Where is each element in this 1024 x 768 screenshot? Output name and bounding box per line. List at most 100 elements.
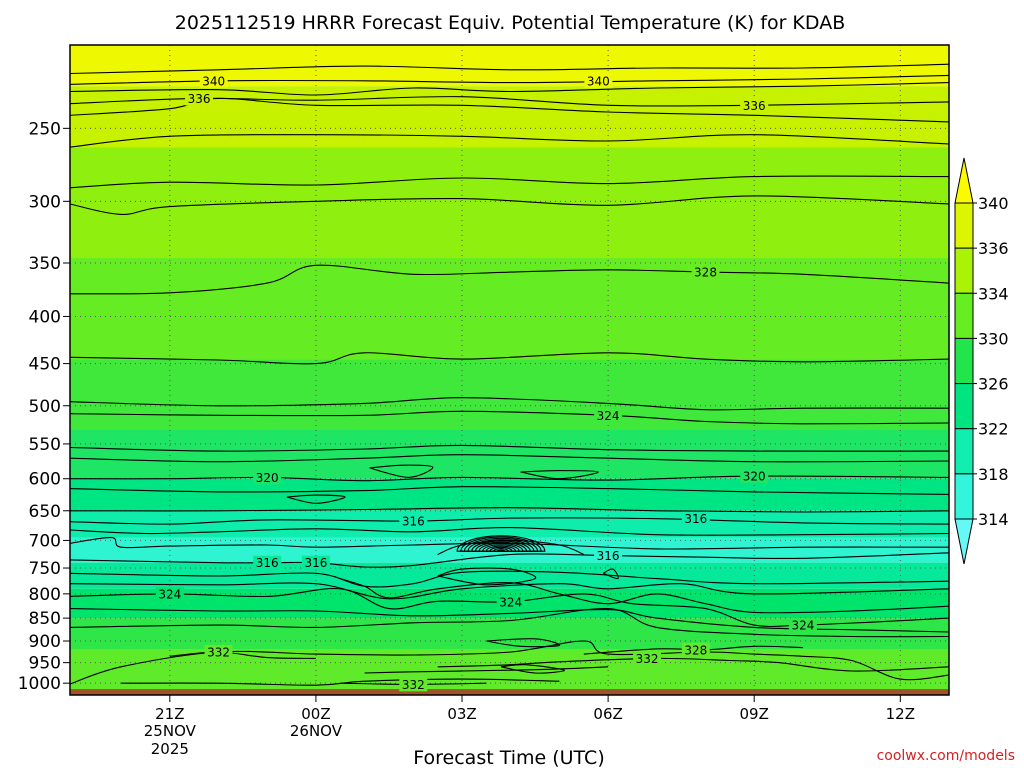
contour-label: 324 [597,409,620,423]
contour-line [169,651,316,659]
contour-line [70,397,949,411]
y-tick-label: 750 [29,559,61,579]
contour-line [70,352,949,365]
contour-label-bg [633,651,662,666]
theta-e-band [70,147,949,258]
contour-line [486,638,561,648]
contour-label: 340 [202,74,225,88]
contour-label-bg [155,586,184,601]
contour-line [520,470,599,480]
contour-label-bg [399,514,428,529]
contour-line [70,175,949,189]
contour-label-bg [185,91,214,106]
y-tick-label: 700 [29,531,61,551]
x-axis-label: Forecast Time (UTC) [413,747,604,768]
contour-label-bg [594,408,623,423]
contour-label-bg [253,470,282,485]
colorbar-swatch [954,428,974,475]
contour-bullseye-ring [463,537,539,552]
contour-line [437,567,537,586]
contour-line [70,486,949,495]
colorbar-label: 340 [978,194,1009,213]
x-tick-label: 00Z [301,705,330,723]
contour-line [70,608,949,638]
contour-line [70,82,949,96]
contour-bullseye-ring [460,536,542,552]
contour-label-bg [740,469,769,484]
contour-label: 324 [791,619,814,633]
y-tick-label: 250 [29,119,61,139]
colorbar-label: 326 [978,375,1009,394]
theta-e-band [70,510,949,538]
ground-surface [70,689,949,695]
contour-line [286,494,346,504]
contour-line [70,537,949,550]
contour-label: 316 [684,512,707,526]
contour-label-bg [740,98,769,113]
y-tick-label: 400 [29,307,61,327]
contour-label-bg [788,618,817,633]
colorbar-label: 314 [978,510,1009,529]
contour-bullseye-ring [496,549,506,552]
colorbar: 340 336 334 330 326 322 318 314 [954,157,1009,565]
theta-e-band [70,429,949,479]
contour-label-bg [691,265,720,280]
contour-label: 328 [694,266,717,280]
contour-label: 316 [256,556,279,570]
contour-label: 328 [684,643,707,657]
contour-line [70,444,949,452]
y-tick-label: 800 [29,585,61,605]
plot-area: 340 340 336 336 328 324 320 320 316 316 316 316 316 3… [69,44,950,696]
contour-line [70,410,949,425]
contour-line [70,582,949,600]
theta-e-band [70,478,949,511]
credit-text: coolwx.com/models [877,748,1015,764]
contour-label: 332 [636,652,659,666]
contour-line [70,97,949,123]
colorbar-label: 336 [978,239,1009,258]
y-tick-label: 550 [29,435,61,455]
contour-bullseye-ring [485,545,517,552]
contour-line [364,666,609,674]
contour-bullseye-ring [482,544,520,552]
colorbar-swatch [954,292,974,339]
y-tick-label: 1000 [18,674,61,694]
contour-label: 324 [499,595,522,609]
contour-label: 332 [207,645,230,659]
theta-e-band [70,359,949,430]
colorbar-label: 318 [978,465,1009,484]
contour-label: 316 [402,515,425,529]
x-tick-label: 21Z [155,705,184,723]
contour-label: 316 [597,549,620,563]
contour-line [70,264,949,295]
chart-title: 2025112519 HRRR Forecast Equiv. Potentia… [175,12,845,34]
contour-bullseye-ring [471,540,531,552]
colorbar-over-arrow [954,157,974,204]
contour-line [70,63,949,75]
contour-bullseye-ring [474,541,528,552]
contour-bullseye-ring [456,535,546,552]
x-tick-label: 06Z [593,705,622,723]
contour-line [500,664,565,674]
contour-bullseye-ring [493,548,509,552]
contour-line [70,527,949,536]
y-tick-label: 850 [29,609,61,629]
y-tick-label: 650 [29,502,61,522]
contour-line [70,552,949,568]
contour-labels: 340 340 336 336 328 324 320 320 316 316 316 316 316 3… [155,73,817,692]
contour-label-bg [496,594,525,609]
contour-line [70,517,949,525]
contour-label-bg [681,511,710,526]
contour-label: 332 [402,678,425,692]
colorbar-under-arrow [954,518,974,565]
colorbar-label: 322 [978,420,1009,439]
contour-label: 316 [304,556,327,570]
colorbar-swatch [954,202,974,249]
contour-line [340,578,949,614]
x-tick-label: 12Z [886,705,915,723]
colorbar-swatch [954,337,974,385]
grid-lines [70,45,949,695]
colorbar-swatch [954,247,974,294]
colorbar-label: 330 [978,329,1009,348]
x-tick-label: 09Z [740,705,769,723]
